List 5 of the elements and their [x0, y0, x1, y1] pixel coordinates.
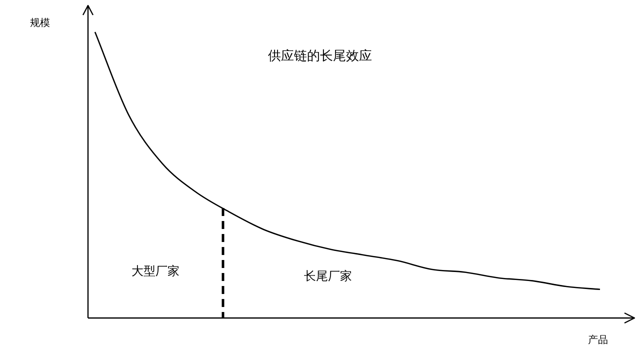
- annotation: 大型厂家: [131, 264, 180, 278]
- annotation: 长尾厂家: [304, 269, 352, 283]
- text: 供应链的长尾效应: [268, 48, 372, 64]
- x-axis-title: 产品: [588, 334, 608, 346]
- y-axis-title: 规模: [30, 17, 50, 29]
